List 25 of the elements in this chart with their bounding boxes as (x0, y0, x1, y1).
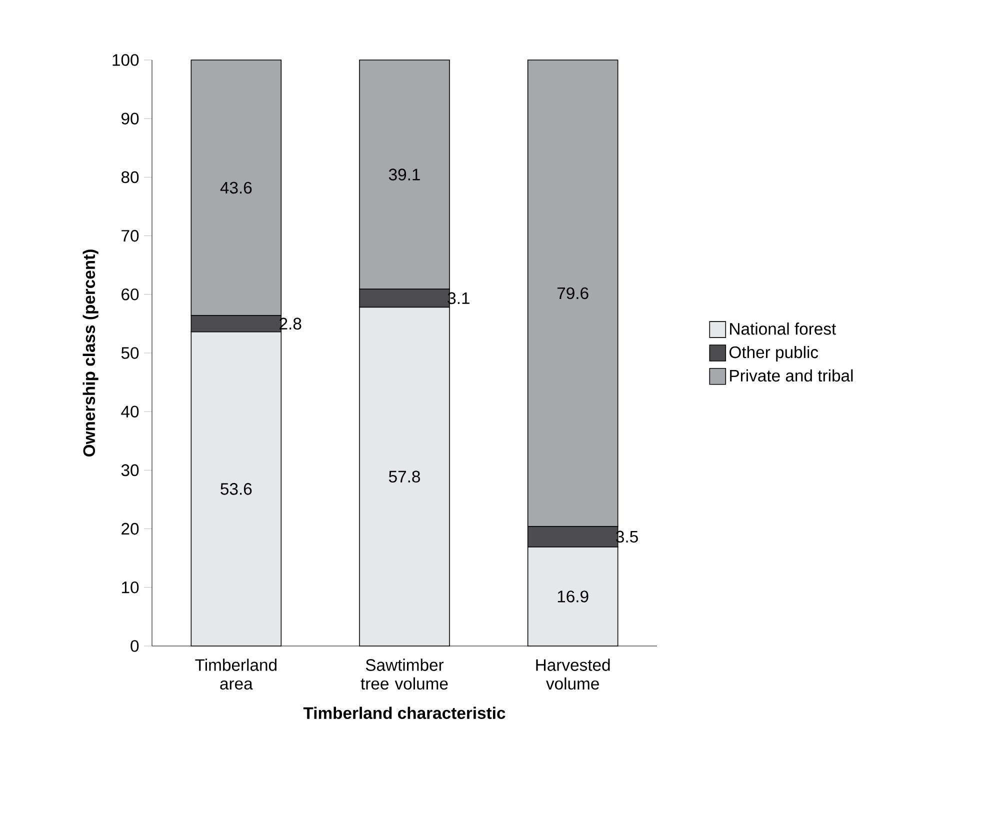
y-tick-label: 90 (122, 112, 139, 124)
data-label: 16.9 (558, 590, 588, 602)
legend-label: National forest (730, 322, 836, 335)
y-tick-label: 80 (121, 171, 139, 184)
data-label: 57.8 (388, 470, 420, 483)
data-label: 43.6 (220, 182, 252, 194)
y-tick-label: 0 (130, 640, 139, 652)
y-axis-title: Ownership class (percent) (82, 250, 98, 456)
y-tick-label: 40 (121, 406, 139, 418)
y-tick-label: 20 (122, 522, 139, 535)
x-axis-title: Timberland characteristic (303, 706, 506, 719)
x-tick-label: Harvested volume (536, 658, 610, 690)
y-tick-label: 60 (122, 288, 139, 300)
data-label: 79.6 (557, 287, 588, 300)
y-tick-label: 70 (122, 230, 139, 242)
y-tick-label: 100 (112, 54, 139, 66)
data-label: 53.6 (220, 483, 252, 495)
legend-label: Other public (730, 346, 818, 362)
y-tick-label: 50 (121, 347, 139, 359)
x-tick-label: Sawtimber tree volume (360, 658, 448, 690)
data-label: 39.1 (388, 168, 420, 180)
y-tick-label: 30 (121, 464, 139, 476)
y-tick-label: 10 (122, 581, 139, 594)
x-tick-label: Timberland area (195, 658, 276, 690)
legend-label: Private and tribal (730, 369, 853, 382)
